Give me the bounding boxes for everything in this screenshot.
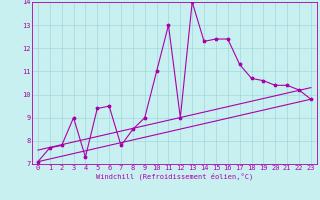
X-axis label: Windchill (Refroidissement éolien,°C): Windchill (Refroidissement éolien,°C): [96, 173, 253, 180]
